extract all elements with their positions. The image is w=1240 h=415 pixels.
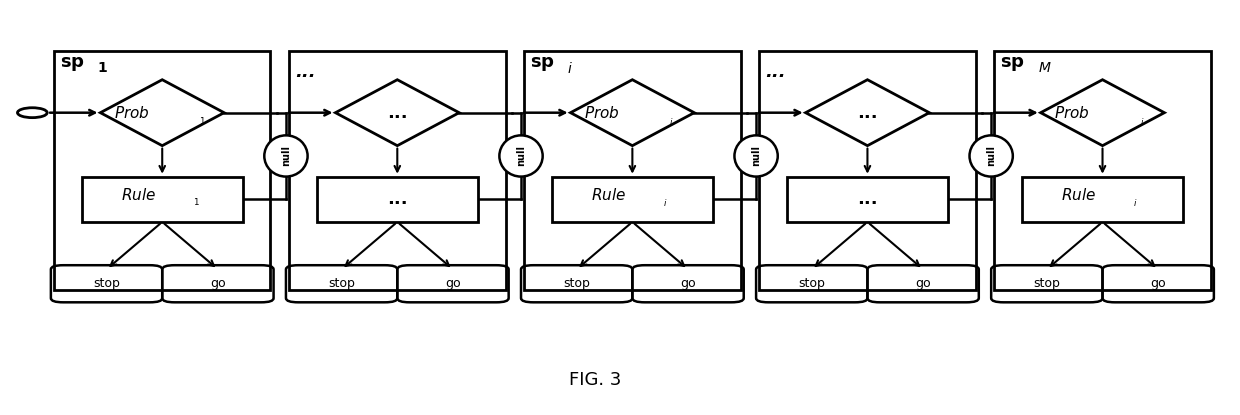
Text: $_i$: $_i$ <box>1140 115 1145 127</box>
Text: $_i$: $_i$ <box>670 115 675 127</box>
Text: ...: ... <box>857 104 878 122</box>
Text: $\mathbf{sp}$: $\mathbf{sp}$ <box>1001 55 1025 73</box>
Text: $\mathit{Prob}$: $\mathit{Prob}$ <box>1054 105 1090 121</box>
Text: go: go <box>445 277 461 290</box>
Text: $_i$: $_i$ <box>663 195 668 208</box>
Text: $\mathit{Rule}$: $\mathit{Rule}$ <box>120 187 156 203</box>
Text: null: null <box>751 146 761 166</box>
Bar <box>759 51 976 290</box>
Text: $_1$: $_1$ <box>193 195 200 208</box>
Text: $\mathbf{sp}$: $\mathbf{sp}$ <box>61 55 86 73</box>
Text: stop: stop <box>93 277 120 290</box>
Text: null: null <box>516 146 526 166</box>
Text: $\mathit{Rule}$: $\mathit{Rule}$ <box>1061 187 1096 203</box>
Text: null: null <box>986 146 996 166</box>
Text: $_i$: $_i$ <box>1133 195 1138 208</box>
Text: stop: stop <box>329 277 355 290</box>
Text: go: go <box>681 277 696 290</box>
Text: go: go <box>915 277 931 290</box>
Bar <box>55 51 270 290</box>
Text: FIG. 3: FIG. 3 <box>569 371 621 389</box>
Text: $\mathbf{\mathit{i}}$: $\mathbf{\mathit{i}}$ <box>568 61 573 76</box>
Text: $\mathit{Rule}$: $\mathit{Rule}$ <box>591 187 626 203</box>
Bar <box>787 177 947 222</box>
Text: $_1$: $_1$ <box>200 115 206 127</box>
Text: $\mathbf{sp}$: $\mathbf{sp}$ <box>531 55 556 73</box>
Text: $\mathbf{\mathit{M}}$: $\mathbf{\mathit{M}}$ <box>1038 61 1052 75</box>
Text: ...: ... <box>387 190 408 208</box>
Bar <box>1022 177 1183 222</box>
Bar <box>317 177 477 222</box>
Text: ...: ... <box>295 63 316 81</box>
Text: $\mathit{Prob}$: $\mathit{Prob}$ <box>584 105 620 121</box>
Text: ...: ... <box>387 104 408 122</box>
Text: go: go <box>1151 277 1166 290</box>
Bar <box>525 51 740 290</box>
Bar <box>552 177 713 222</box>
Ellipse shape <box>264 135 308 177</box>
Text: go: go <box>210 277 226 290</box>
Text: ...: ... <box>857 190 878 208</box>
Ellipse shape <box>734 135 777 177</box>
Text: ...: ... <box>765 63 786 81</box>
Bar <box>994 51 1210 290</box>
Text: stop: stop <box>1033 277 1060 290</box>
Bar <box>82 177 243 222</box>
Text: stop: stop <box>563 277 590 290</box>
Text: stop: stop <box>799 277 825 290</box>
Text: $\mathbf{1}$: $\mathbf{1}$ <box>97 61 108 75</box>
Ellipse shape <box>500 135 543 177</box>
Ellipse shape <box>970 135 1013 177</box>
Text: null: null <box>281 146 291 166</box>
Bar <box>289 51 506 290</box>
Text: $\mathit{Prob}$: $\mathit{Prob}$ <box>114 105 150 121</box>
